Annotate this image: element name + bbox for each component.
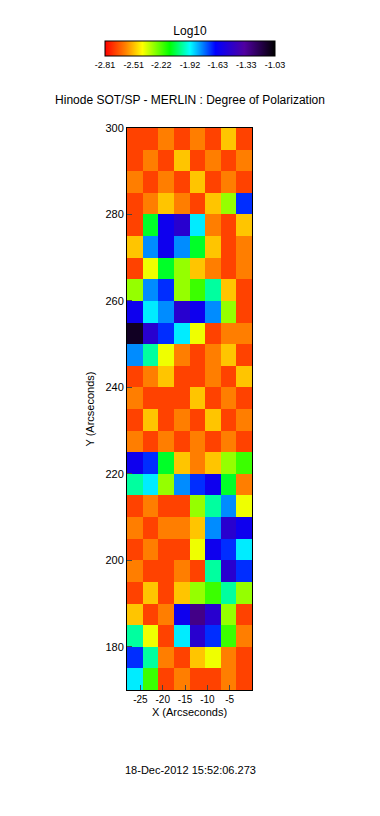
svg-text:Hinode SOT/SP - MERLIN : Degre: Hinode SOT/SP - MERLIN : Degree of Polar… (55, 93, 325, 107)
svg-text:18-Dec-2012 15:52:06.273: 18-Dec-2012 15:52:06.273 (125, 764, 256, 776)
svg-text:-2.81: -2.81 (95, 60, 116, 70)
svg-text:-2.51: -2.51 (123, 60, 144, 70)
svg-text:Y (Arcseconds): Y (Arcseconds) (84, 372, 96, 447)
svg-text:200: 200 (105, 554, 123, 566)
svg-text:-1.63: -1.63 (207, 60, 228, 70)
svg-text:180: 180 (105, 641, 123, 653)
svg-text:X (Arcseconds): X (Arcseconds) (152, 706, 227, 718)
svg-text:280: 280 (105, 208, 123, 220)
svg-text:-5: -5 (225, 694, 234, 705)
svg-text:-25: -25 (133, 694, 148, 705)
svg-text:-15: -15 (178, 694, 193, 705)
svg-text:300: 300 (105, 122, 123, 134)
svg-text:Log10: Log10 (173, 24, 207, 38)
svg-text:220: 220 (105, 468, 123, 480)
svg-text:-1.03: -1.03 (265, 60, 286, 70)
svg-text:240: 240 (105, 381, 123, 393)
svg-text:-20: -20 (155, 694, 170, 705)
svg-text:-1.33: -1.33 (236, 60, 257, 70)
svg-text:260: 260 (105, 295, 123, 307)
svg-text:-2.22: -2.22 (151, 60, 172, 70)
svg-text:-1.92: -1.92 (180, 60, 201, 70)
svg-text:-10: -10 (200, 694, 215, 705)
